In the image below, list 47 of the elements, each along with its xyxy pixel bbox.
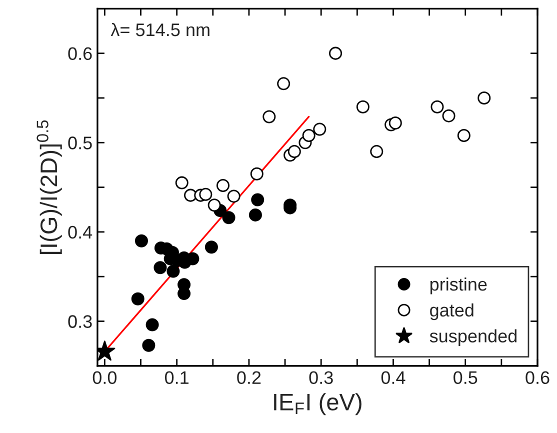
point xyxy=(131,292,144,306)
y-tick-label: 0.4 xyxy=(68,226,92,239)
point xyxy=(166,264,180,278)
point xyxy=(288,145,301,158)
x-tick-label: 0.5 xyxy=(454,371,478,384)
point xyxy=(277,77,290,90)
x-tick-label: 0.2 xyxy=(237,371,261,384)
x-tick-label: 0.3 xyxy=(309,371,333,384)
y-axis-title: [I(G)/I(2D)]$^{0.5}$ xyxy=(36,120,62,254)
point xyxy=(204,240,218,254)
point xyxy=(442,109,456,122)
x-tick-label: 0.0 xyxy=(92,371,117,384)
point xyxy=(227,190,240,203)
point xyxy=(222,211,236,224)
point xyxy=(175,176,188,190)
x-tick-label: 0.6 xyxy=(526,371,550,384)
point xyxy=(142,338,156,352)
point xyxy=(134,234,148,248)
point xyxy=(313,122,326,136)
point xyxy=(430,100,444,114)
y-tick-label: 0.5 xyxy=(68,136,92,150)
x-axis-title: IE$_{F}$I (eV) xyxy=(274,393,362,416)
point xyxy=(154,261,167,274)
point xyxy=(248,208,262,222)
point xyxy=(302,128,316,142)
legend-label: pristine xyxy=(430,277,487,294)
point xyxy=(388,116,402,130)
point xyxy=(250,167,264,180)
legend-label: suspended xyxy=(430,329,516,346)
y-tick-label: 0.6 xyxy=(68,47,92,60)
point xyxy=(199,188,212,201)
legend-label: gated xyxy=(430,303,474,320)
point xyxy=(178,287,191,300)
point xyxy=(251,193,264,206)
point xyxy=(478,91,491,104)
x-tick-label: 0.4 xyxy=(381,371,406,384)
annotation: λ= 514.5 nm xyxy=(110,22,210,36)
point xyxy=(208,198,221,212)
point xyxy=(329,46,342,60)
y-tick-label: 0.3 xyxy=(68,315,92,328)
point xyxy=(216,178,230,192)
point xyxy=(262,110,276,124)
x-tick-label: 0.1 xyxy=(164,371,188,384)
point xyxy=(457,128,470,142)
point xyxy=(356,100,370,114)
point xyxy=(146,318,159,332)
point xyxy=(370,145,384,158)
